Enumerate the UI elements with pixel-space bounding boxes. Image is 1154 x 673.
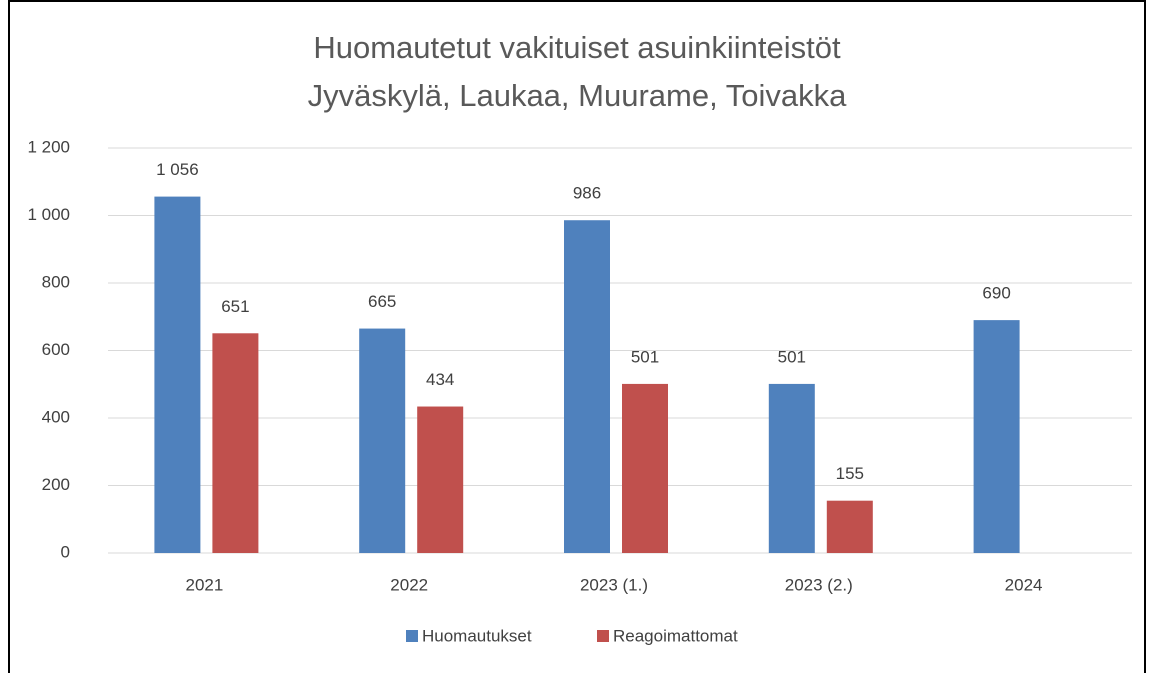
legend-label: Reagoimattomat	[613, 626, 738, 645]
bar	[768, 383, 815, 553]
x-tick-label: 2022	[390, 575, 428, 594]
data-label: 665	[368, 292, 396, 311]
y-tick-label: 200	[42, 475, 70, 494]
legend-swatch	[597, 630, 609, 642]
bar	[154, 196, 201, 553]
y-tick-label: 1 000	[27, 205, 70, 224]
bar	[622, 383, 668, 553]
bar	[826, 500, 873, 553]
data-label: 651	[221, 297, 249, 316]
y-tick-label: 0	[61, 542, 70, 561]
y-tick-label: 1 200	[27, 137, 70, 156]
legend-swatch	[406, 630, 418, 642]
chart-title: Huomautetut vakituiset asuinkiinteistöt	[313, 30, 841, 65]
data-label: 690	[982, 284, 1010, 303]
data-label: 986	[573, 184, 601, 203]
data-label: 501	[631, 347, 659, 366]
data-label: 434	[426, 370, 454, 389]
bar	[417, 406, 464, 553]
x-tick-label: 2023 (1.)	[580, 575, 648, 594]
y-tick-label: 800	[42, 272, 70, 291]
x-tick-label: 2021	[185, 575, 223, 594]
bar	[359, 328, 406, 553]
data-label: 501	[778, 347, 806, 366]
legend-label: Huomautukset	[422, 626, 532, 645]
bar	[212, 333, 259, 553]
data-label: 1 056	[156, 160, 199, 179]
bar	[973, 320, 1020, 553]
bar	[564, 220, 610, 553]
x-tick-label: 2024	[1005, 575, 1043, 594]
y-tick-label: 600	[42, 340, 70, 359]
data-label: 155	[836, 464, 864, 483]
chart-subtitle: Jyväskylä, Laukaa, Muurame, Toivakka	[308, 78, 847, 113]
y-tick-label: 400	[42, 407, 70, 426]
x-tick-label: 2023 (2.)	[785, 575, 853, 594]
